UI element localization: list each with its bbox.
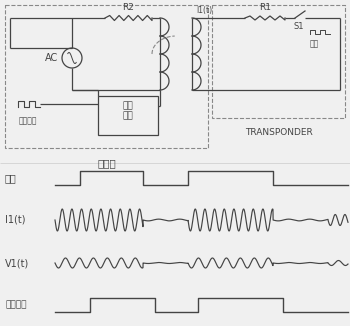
Text: I1(t): I1(t) xyxy=(196,6,212,15)
Text: AC: AC xyxy=(45,53,58,63)
Text: R1: R1 xyxy=(259,3,271,12)
Text: 資料: 資料 xyxy=(5,173,17,183)
Text: 資料輸出: 資料輸出 xyxy=(19,116,37,125)
Text: 資料: 資料 xyxy=(309,39,318,48)
Text: S1: S1 xyxy=(294,22,304,31)
Text: 資料輸出: 資料輸出 xyxy=(5,301,27,309)
Bar xyxy=(212,5,345,118)
Text: R2: R2 xyxy=(122,3,134,12)
Text: TRANSPONDER: TRANSPONDER xyxy=(245,128,312,137)
Bar xyxy=(98,96,158,135)
Text: I1(t): I1(t) xyxy=(5,215,26,225)
Bar xyxy=(5,5,208,148)
Text: 信號
處理: 信號 處理 xyxy=(122,101,133,121)
Text: V1(t): V1(t) xyxy=(5,258,29,268)
Text: 讀卡機: 讀卡機 xyxy=(97,158,116,168)
